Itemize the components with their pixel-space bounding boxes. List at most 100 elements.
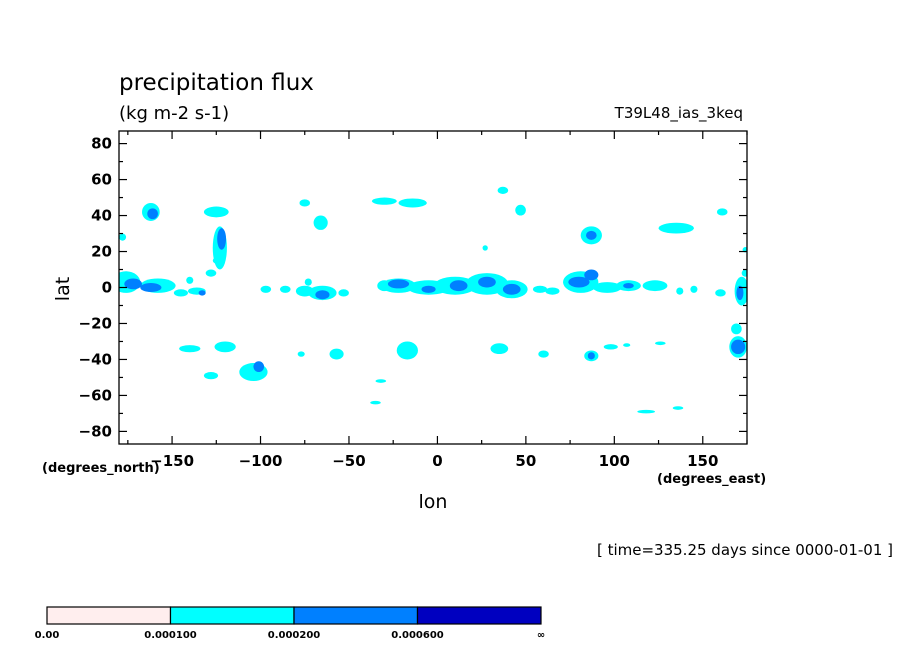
contour-region <box>214 341 236 353</box>
contour-region <box>119 233 127 241</box>
contour-region <box>623 343 631 347</box>
x-tick-label: −100 <box>239 452 283 470</box>
y-tick-labels: 80 60 40 20 0 −20 −40 −60 −80 <box>79 135 112 441</box>
contour-region <box>731 339 746 355</box>
y-tick-label: −40 <box>79 350 112 368</box>
axis-ticks <box>119 131 748 444</box>
colorbar-level-label: 0.00 <box>35 630 60 641</box>
x-tick-label: 100 <box>599 452 630 470</box>
contour-region <box>482 245 488 251</box>
contour-region <box>623 283 634 289</box>
contour-region <box>587 352 595 360</box>
colorbar-level-label: 0.000200 <box>268 630 321 641</box>
contour-region <box>637 409 656 414</box>
contour-region <box>371 197 397 205</box>
colorbar-swatch <box>169 606 295 625</box>
contour-regions <box>119 186 747 414</box>
contour-region <box>731 323 742 335</box>
y-tick-label: −20 <box>79 314 112 332</box>
contour-region <box>690 285 698 293</box>
contour-region <box>421 285 436 293</box>
contour-region <box>642 280 668 292</box>
x-tick-label: 150 <box>687 452 718 470</box>
contour-region <box>672 406 684 410</box>
chart-title: precipitation flux <box>119 70 314 96</box>
contour-region <box>370 400 381 405</box>
contour-region <box>179 345 201 353</box>
contour-region <box>375 379 387 383</box>
y-units-label: (degrees_north) <box>42 461 160 476</box>
contour-region <box>304 278 312 286</box>
y-tick-label: 20 <box>91 243 112 261</box>
contour-region <box>173 289 188 297</box>
contour-region <box>676 287 684 295</box>
y-tick-label: −80 <box>79 422 112 440</box>
colorbar-swatch <box>293 606 419 625</box>
time-label: [ time=335.25 days since 0000-01-01 ] <box>597 541 893 559</box>
y-tick-label: 0 <box>102 279 112 297</box>
contour-region <box>212 256 224 265</box>
contour-region <box>715 289 726 297</box>
contour-region <box>217 228 227 250</box>
contour-region <box>198 290 206 296</box>
contour-region <box>124 278 142 290</box>
contour-region <box>329 348 344 360</box>
contour-region <box>586 230 597 240</box>
contour-region <box>515 204 526 216</box>
contour-region <box>203 206 229 218</box>
colorbar-level-label: 0.000600 <box>391 630 444 641</box>
contour-region <box>398 198 427 208</box>
contour-region <box>502 283 521 295</box>
x-units-label: (degrees_east) <box>657 472 766 487</box>
x-tick-label: 0 <box>432 452 442 470</box>
colorbar-level-label: ∞ <box>537 630 545 641</box>
contour-region <box>315 290 330 300</box>
contour-region <box>538 350 549 358</box>
contour-region <box>532 285 548 293</box>
contour-region <box>497 186 509 194</box>
colorbar-swatch <box>416 606 542 625</box>
contour-region <box>297 351 305 357</box>
contour-region <box>568 276 590 288</box>
x-tick-label: −50 <box>332 452 365 470</box>
contour-region <box>741 269 747 277</box>
y-axis-title: lat <box>52 277 74 301</box>
contour-region <box>396 341 418 360</box>
colorbar-swatch <box>46 606 172 625</box>
contour-region <box>387 279 410 289</box>
contour-region <box>478 276 496 288</box>
y-tick-label: 80 <box>91 135 112 153</box>
y-tick-label: 40 <box>91 207 112 225</box>
colorbar: 0.00 0.000100 0.000200 0.000600 ∞ <box>35 606 545 641</box>
contour-region <box>313 215 328 230</box>
contour-region <box>260 285 272 293</box>
contour-region <box>716 208 728 216</box>
colorbar-level-label: 0.000100 <box>144 630 197 641</box>
contour-region <box>253 361 265 373</box>
contour-region <box>603 344 618 350</box>
contour-region <box>203 372 219 380</box>
x-axis-title: lon <box>419 491 448 513</box>
contour-region <box>279 285 291 293</box>
contour-region <box>338 289 349 297</box>
x-tick-labels: −150 −100 −50 0 50 100 150 <box>150 452 718 470</box>
contour-region <box>584 269 599 281</box>
contour-region <box>545 287 560 295</box>
contour-region <box>186 276 194 284</box>
contour-region <box>147 208 158 220</box>
contour-region <box>490 343 509 355</box>
contour-region <box>655 341 666 346</box>
x-tick-label: −150 <box>150 452 194 470</box>
contour-region <box>140 283 162 292</box>
x-tick-label: 50 <box>515 452 536 470</box>
contour-region <box>593 282 622 293</box>
y-tick-label: −60 <box>79 386 112 404</box>
chart-subtitle: (kg m-2 s-1) <box>119 103 229 124</box>
y-tick-label: 60 <box>91 171 112 189</box>
contour-region <box>449 280 468 292</box>
contour-region <box>205 269 217 277</box>
contour-region <box>299 199 311 207</box>
contour-region <box>658 222 694 234</box>
contour-region <box>736 285 744 301</box>
